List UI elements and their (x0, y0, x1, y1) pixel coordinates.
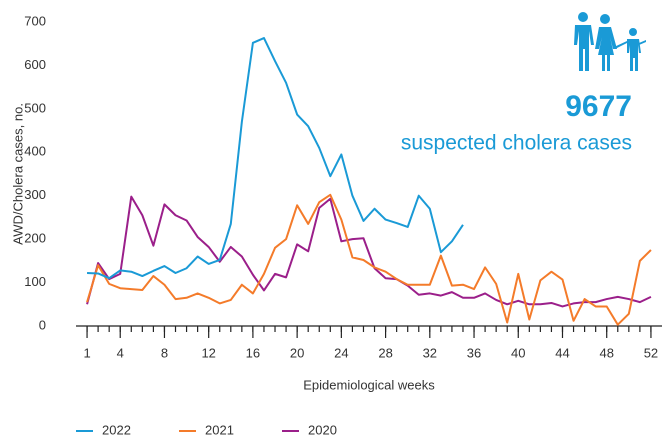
annotation-number: 9677 (565, 90, 632, 123)
annotation-text: suspected cholera cases (401, 132, 632, 155)
x-tick-label: 40 (511, 345, 525, 360)
y-tick-label: 600 (24, 57, 46, 72)
y-tick-label: 700 (24, 13, 46, 28)
y-tick-label: 300 (24, 187, 46, 202)
x-tick-label: 16 (246, 345, 260, 360)
y-axis-label: AWD/Cholera cases, no. (10, 103, 25, 245)
y-tick-label: 500 (24, 100, 46, 115)
x-tick-label: 8 (161, 345, 168, 360)
y-tick-label: 0 (39, 317, 46, 332)
x-tick-label: 24 (334, 345, 348, 360)
y-tick-label: 200 (24, 231, 46, 246)
x-tick-label: 28 (378, 345, 392, 360)
y-tick-label: 100 (24, 274, 46, 289)
x-tick-label: 12 (201, 345, 215, 360)
series-line (87, 37, 464, 280)
x-tick-label: 4 (117, 345, 124, 360)
x-tick-label: 1 (83, 345, 90, 360)
series-line (86, 193, 652, 326)
x-tick-label: 36 (467, 345, 481, 360)
x-tick-label: 48 (599, 345, 613, 360)
x-tick-label: 44 (555, 345, 569, 360)
legend-label: 2022 (102, 422, 131, 437)
x-tick-label: 52 (644, 345, 658, 360)
x-axis-label: Epidemiological weeks (303, 377, 435, 392)
legend-label: 2020 (308, 422, 337, 437)
x-tick-label: 20 (290, 345, 304, 360)
legend-label: 2021 (205, 422, 234, 437)
series-line (86, 195, 652, 308)
x-tick-label: 32 (423, 345, 437, 360)
family-icon (574, 12, 646, 71)
y-tick-label: 400 (24, 144, 46, 159)
